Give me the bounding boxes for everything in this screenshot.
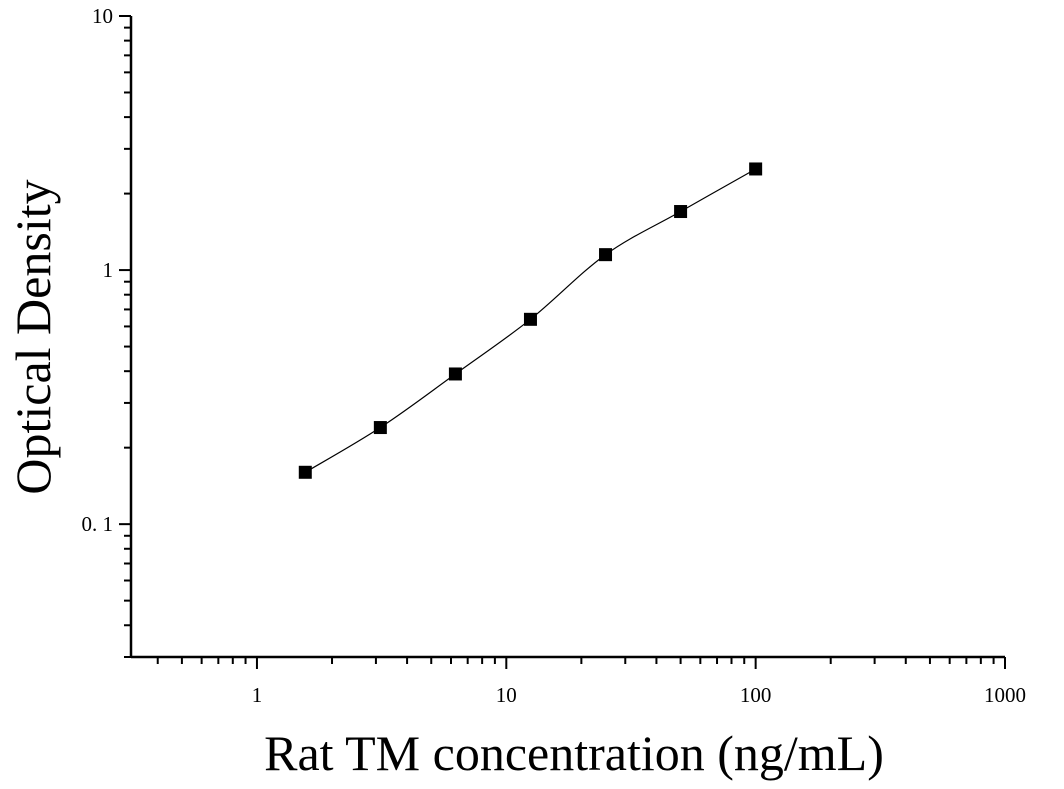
- y-axis-ticks: [119, 15, 131, 658]
- data-point: [523, 312, 537, 326]
- data-point: [373, 421, 387, 435]
- data-point: [298, 465, 312, 479]
- x-tick-label: 10: [496, 683, 517, 707]
- y-tick-labels: 0. 1 1 10: [82, 4, 114, 536]
- axes: [129, 16, 1005, 659]
- y-tick-label: 0. 1: [82, 512, 114, 536]
- data-point: [448, 367, 462, 381]
- y-tick-label: 1: [103, 258, 114, 282]
- x-tick-label: 100: [740, 683, 772, 707]
- data-points: [298, 162, 763, 479]
- data-point: [599, 248, 613, 262]
- y-axis-title: Optical Density: [5, 179, 61, 494]
- x-axis-ticks: [156, 657, 1006, 669]
- data-point: [749, 162, 763, 176]
- x-tick-labels: 1 10 100 1000: [252, 683, 1026, 707]
- x-tick-label: 1000: [984, 683, 1026, 707]
- x-tick-label: 1: [252, 683, 263, 707]
- x-axis-title: Rat TM concentration (ng/mL): [264, 725, 884, 781]
- data-point: [674, 205, 688, 219]
- y-tick-label: 10: [92, 4, 113, 28]
